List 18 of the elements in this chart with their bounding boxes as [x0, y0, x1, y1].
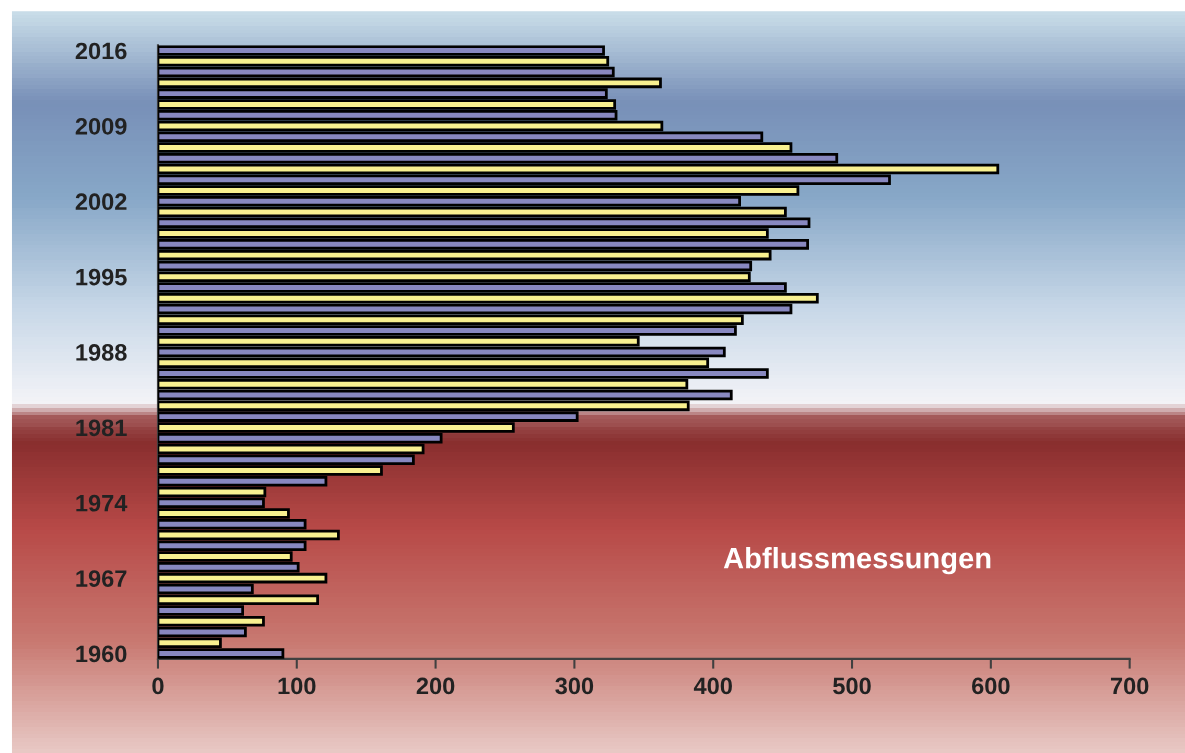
- y-tick-label: 1967: [76, 570, 127, 587]
- x-tick-label: 600: [972, 677, 1010, 695]
- y-tick-label: 2009: [75, 118, 127, 135]
- x-tick-label: 100: [278, 677, 316, 695]
- x-tick-label: 0: [152, 677, 164, 695]
- x-tick-label: 300: [555, 677, 594, 695]
- y-tick-label: 2002: [75, 193, 127, 211]
- y-tick-label: 1974: [76, 494, 128, 512]
- x-tick-label: 400: [693, 677, 732, 695]
- x-tick-label: 500: [833, 677, 871, 695]
- y-tick-label: 1960: [76, 645, 127, 663]
- y-tick-label: 1981: [76, 419, 127, 437]
- y-tick-label: 2016: [75, 42, 127, 60]
- y-tick-label: 1995: [76, 268, 127, 286]
- x-tick-label: 200: [416, 677, 455, 695]
- annotation: Abflussmessungen: [723, 547, 991, 575]
- y-tick-label: 1988: [76, 344, 127, 361]
- x-tick-label: 700: [1110, 677, 1149, 695]
